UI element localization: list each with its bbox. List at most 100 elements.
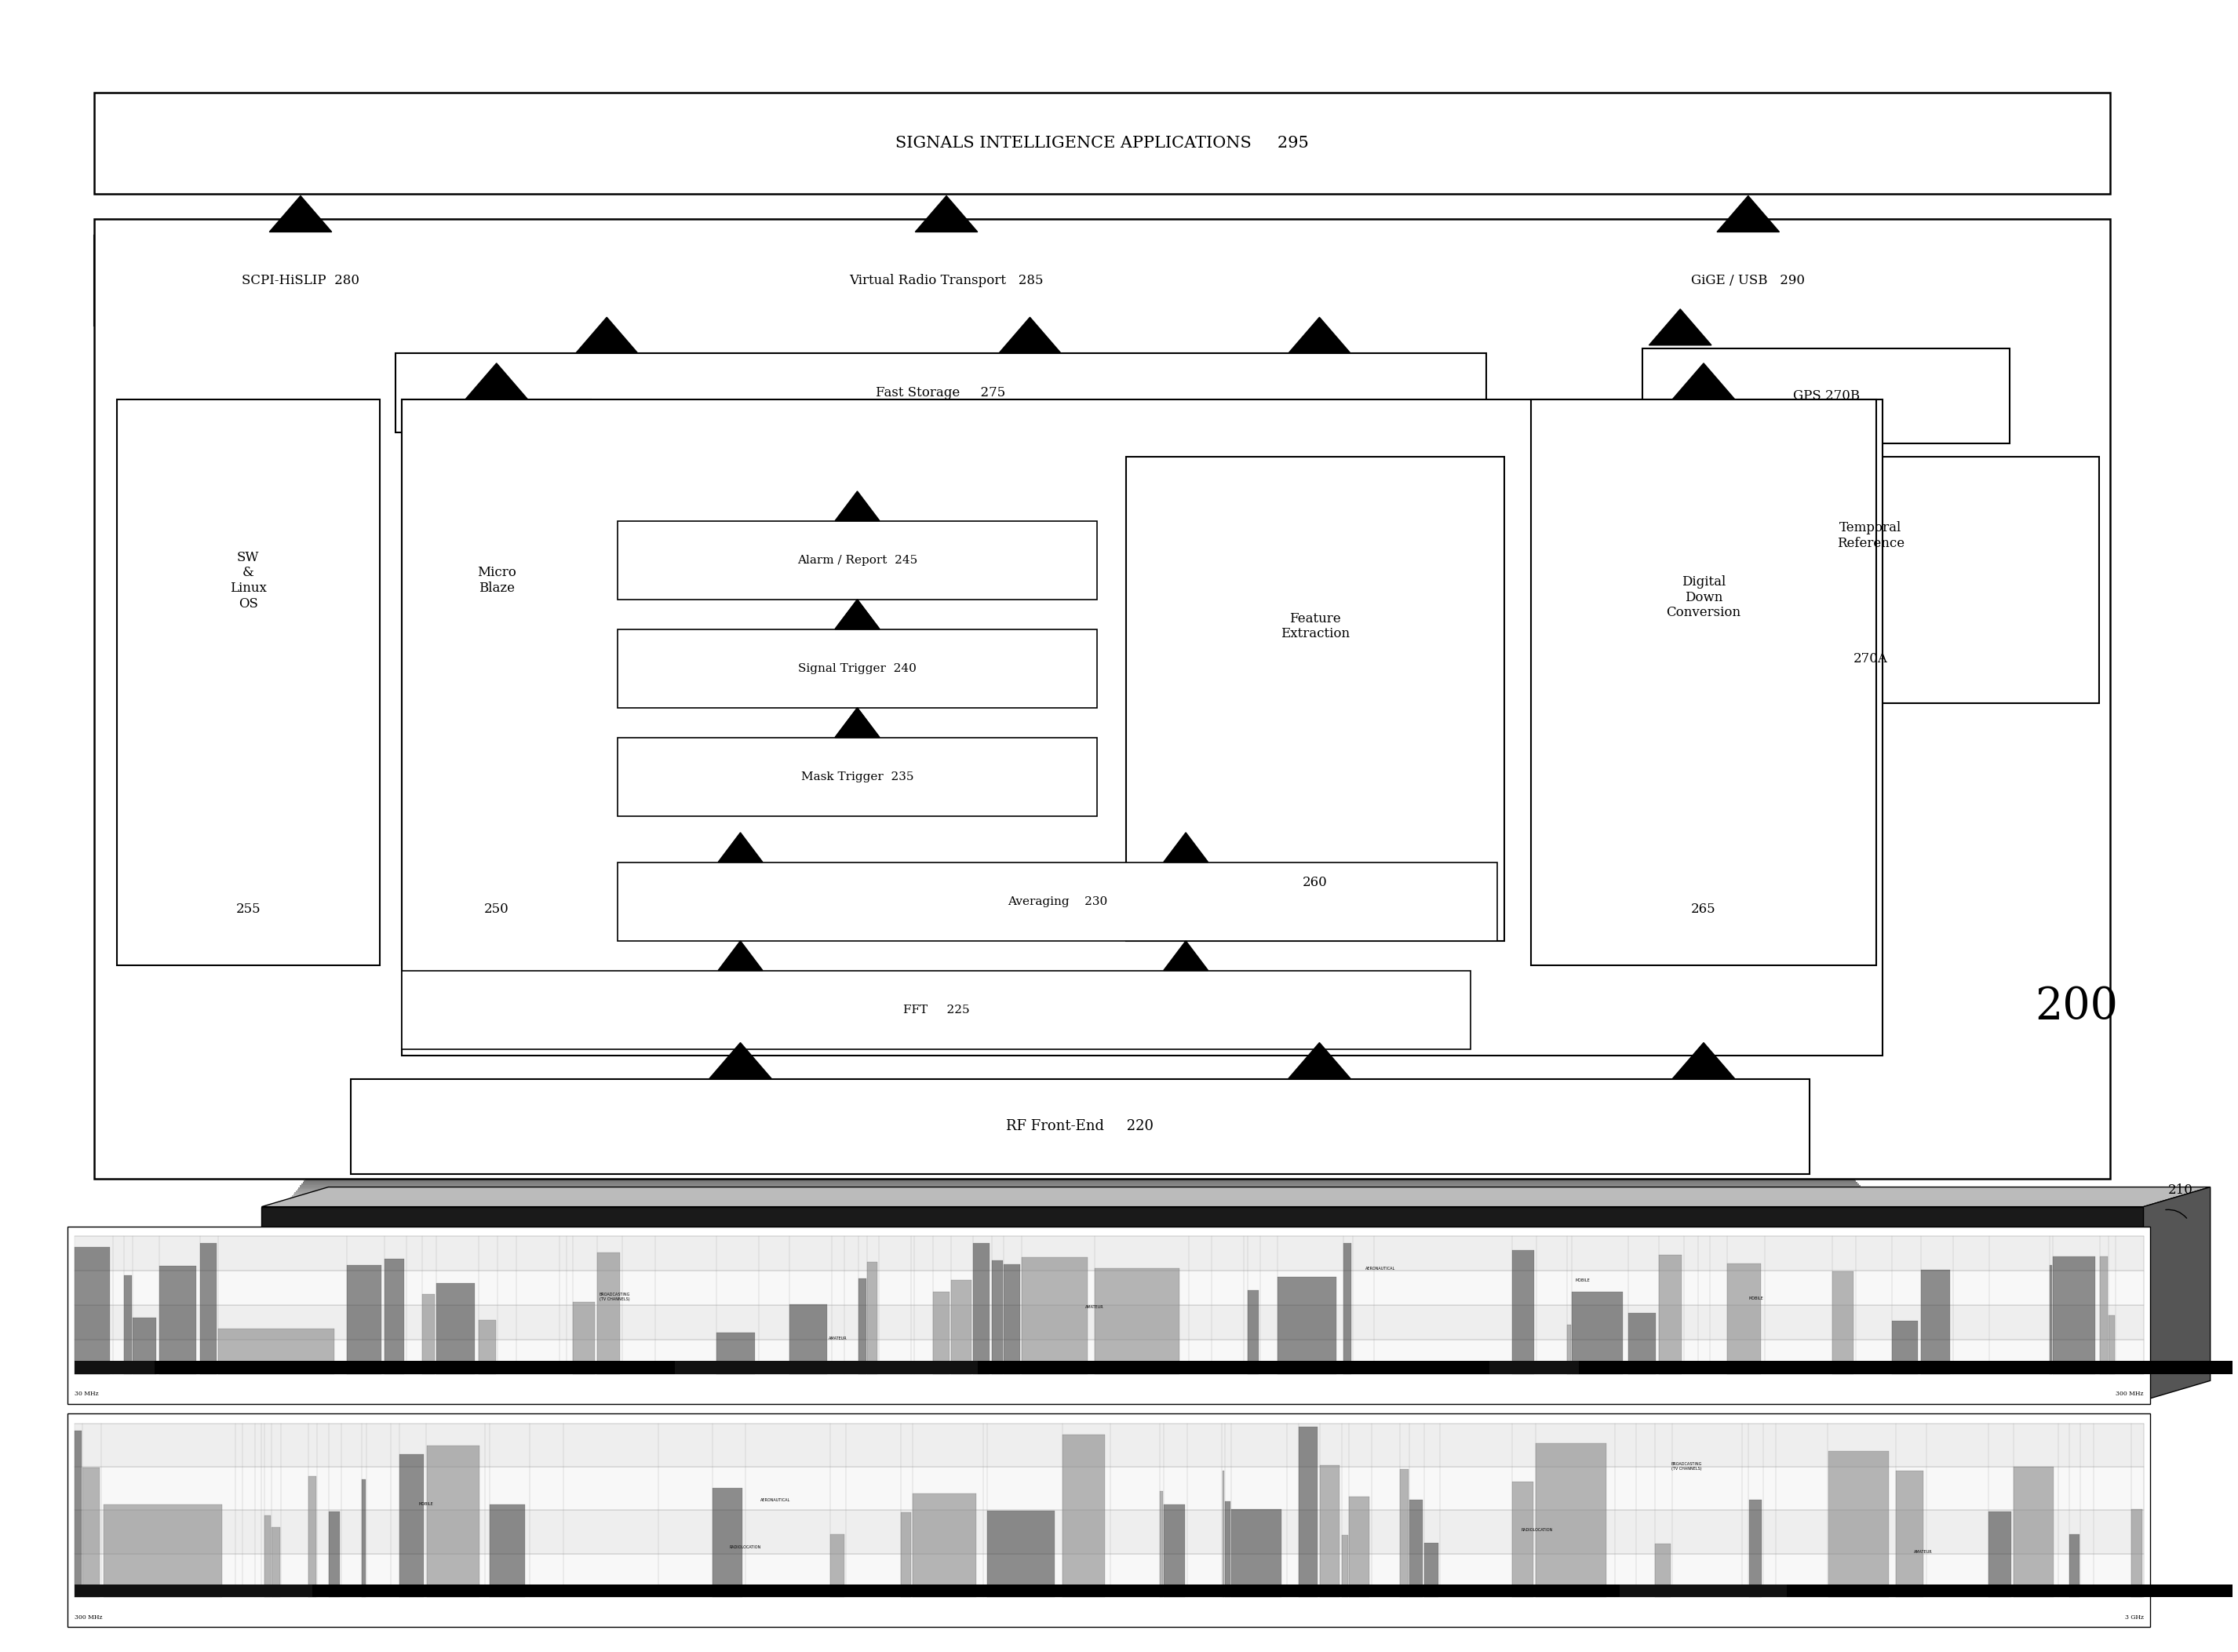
Bar <box>436 1284 474 1374</box>
Bar <box>74 1361 2144 1374</box>
Bar <box>974 1244 989 1374</box>
Bar <box>900 1512 911 1597</box>
Bar <box>933 1292 949 1374</box>
Bar <box>1643 456 2099 702</box>
Bar <box>998 1584 1256 1597</box>
Text: AERONAUTICAL: AERONAUTICAL <box>761 1498 790 1502</box>
Bar <box>2052 1256 2095 1374</box>
Bar <box>74 1431 83 1597</box>
Bar <box>712 1488 743 1597</box>
Bar <box>1423 1543 1439 1597</box>
Bar <box>1531 400 1875 965</box>
Polygon shape <box>835 600 880 629</box>
Text: AMATEUR: AMATEUR <box>1085 1305 1103 1308</box>
Bar <box>1247 1290 1258 1374</box>
Bar <box>2070 1535 2079 1597</box>
Bar <box>1023 1257 1088 1374</box>
Text: SW
&
Linux
OS: SW & Linux OS <box>231 550 266 610</box>
Bar <box>859 1279 866 1374</box>
Bar <box>311 1584 781 1597</box>
Text: Mask Trigger  235: Mask Trigger 235 <box>801 771 913 783</box>
Polygon shape <box>2144 1188 2211 1401</box>
Bar <box>1298 1427 1318 1597</box>
Bar <box>790 1305 828 1374</box>
Bar <box>403 400 1882 1056</box>
Bar <box>951 1280 971 1374</box>
Bar <box>1063 1434 1106 1597</box>
Bar <box>318 1584 660 1597</box>
Bar <box>490 1505 526 1597</box>
Bar <box>244 1361 517 1374</box>
Bar <box>1833 1272 1853 1374</box>
Bar <box>201 1244 217 1374</box>
Bar <box>1900 1584 2238 1597</box>
Bar <box>1094 1269 1179 1374</box>
Bar <box>1038 1584 1466 1597</box>
Bar <box>1461 1584 1620 1597</box>
Bar <box>2099 1257 2108 1374</box>
Bar <box>1900 1361 2209 1374</box>
Bar <box>1513 1251 1533 1374</box>
Polygon shape <box>835 600 880 629</box>
Bar <box>1343 1244 1352 1374</box>
Bar <box>351 1079 1808 1175</box>
Text: 200: 200 <box>2034 985 2117 1028</box>
Bar <box>1240 1361 1305 1374</box>
Text: Micro
Blaze: Micro Blaze <box>477 567 517 595</box>
Polygon shape <box>262 1206 2144 1401</box>
Bar <box>116 400 380 965</box>
Bar <box>1629 1313 1656 1374</box>
Bar <box>978 1361 1488 1374</box>
Text: FFT     225: FFT 225 <box>904 1004 969 1016</box>
Bar <box>385 1259 405 1374</box>
Bar <box>401 1454 423 1597</box>
Bar <box>1896 1470 1922 1597</box>
Bar <box>1920 1270 1949 1374</box>
Polygon shape <box>1672 363 1734 400</box>
Bar <box>1320 1465 1341 1597</box>
Text: SIGNALS INTELLIGENCE APPLICATIONS     295: SIGNALS INTELLIGENCE APPLICATIONS 295 <box>895 135 1309 150</box>
Bar <box>154 1361 354 1374</box>
Bar <box>94 235 506 325</box>
Text: MOBILE: MOBILE <box>419 1502 434 1507</box>
Text: 210: 210 <box>2169 1183 2193 1198</box>
Bar <box>1786 1584 2039 1597</box>
Bar <box>2108 1315 2115 1374</box>
Bar <box>1126 456 1504 942</box>
Text: SCPI-HiSLIP  280: SCPI-HiSLIP 280 <box>242 274 360 287</box>
Bar <box>1728 1264 1761 1374</box>
Bar <box>1513 1482 1533 1597</box>
Text: 260: 260 <box>1303 876 1327 889</box>
Bar <box>94 93 2110 195</box>
Text: AERONAUTICAL: AERONAUTICAL <box>1365 1267 1394 1270</box>
Bar <box>347 1265 380 1374</box>
Bar <box>2050 1265 2052 1374</box>
Bar <box>1990 1512 2012 1597</box>
Bar <box>396 354 1486 433</box>
Polygon shape <box>1672 1042 1734 1079</box>
Text: 30 MHz: 30 MHz <box>74 1391 98 1398</box>
Text: GiGE / USB   290: GiGE / USB 290 <box>1692 274 1806 287</box>
Polygon shape <box>835 491 880 520</box>
Text: Fast Storage     275: Fast Storage 275 <box>875 387 1005 400</box>
Bar <box>618 520 1097 600</box>
Text: RF Front-End     220: RF Front-End 220 <box>1007 1120 1155 1133</box>
Text: 3 GHz: 3 GHz <box>2124 1614 2144 1621</box>
Bar <box>1916 1361 2086 1374</box>
Bar <box>329 1512 340 1597</box>
Bar <box>1278 1277 1336 1374</box>
Bar <box>83 1469 98 1597</box>
Bar <box>1401 1469 1408 1597</box>
Bar <box>103 1505 222 1597</box>
Bar <box>132 1318 157 1374</box>
Polygon shape <box>835 707 880 737</box>
Bar <box>309 1477 316 1597</box>
Text: AMATEUR: AMATEUR <box>828 1336 846 1340</box>
Bar <box>74 1555 2144 1597</box>
Bar <box>403 970 1470 1049</box>
Bar <box>1385 235 2110 325</box>
Bar <box>74 1340 2144 1374</box>
Bar <box>1578 1361 2048 1374</box>
Text: BROADCASTING
(TV CHANNELS): BROADCASTING (TV CHANNELS) <box>600 1292 629 1300</box>
Bar <box>159 1265 197 1374</box>
